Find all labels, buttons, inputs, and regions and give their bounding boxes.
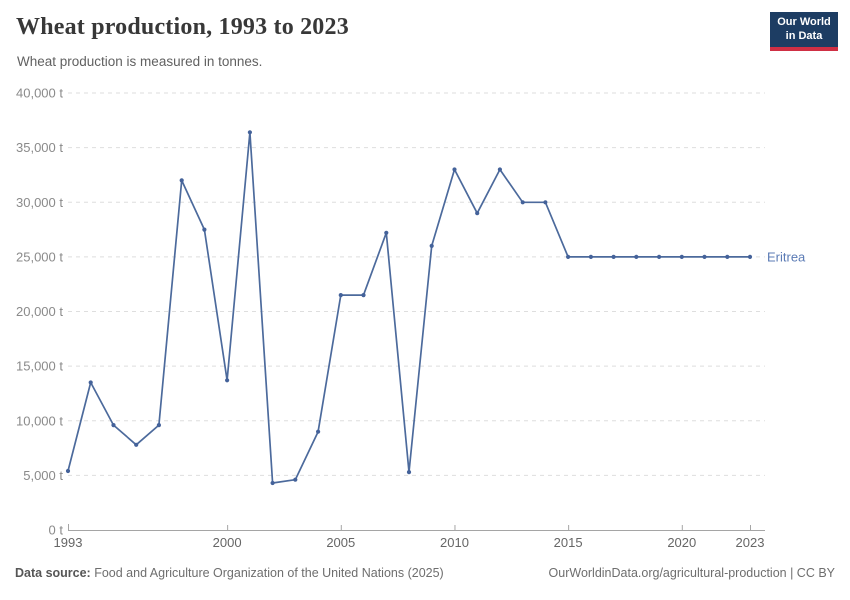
data-point[interactable] — [293, 477, 298, 482]
data-point[interactable] — [202, 227, 207, 232]
data-point[interactable] — [247, 130, 252, 135]
chart-title: Wheat production, 1993 to 2023 — [16, 14, 349, 40]
data-point[interactable] — [475, 211, 480, 216]
chart-subtitle: Wheat production is measured in tonnes. — [17, 54, 263, 69]
data-point[interactable] — [702, 254, 707, 259]
credit-link[interactable]: OurWorldinData.org/agricultural-producti… — [548, 566, 835, 580]
data-point[interactable] — [543, 200, 548, 205]
y-axis-tick-label: 10,000 t — [16, 413, 63, 428]
data-point[interactable] — [270, 480, 275, 486]
data-point[interactable] — [566, 254, 571, 259]
data-point[interactable] — [634, 254, 639, 259]
data-source-text: Food and Agriculture Organization of the… — [90, 566, 444, 580]
data-point[interactable] — [361, 293, 366, 298]
data-point[interactable] — [588, 254, 594, 259]
data-point[interactable] — [134, 442, 139, 447]
x-axis-tick-label: 2023 — [736, 535, 765, 550]
data-point[interactable] — [338, 293, 343, 298]
y-axis-tick-label: 15,000 t — [16, 359, 63, 374]
data-source: Data source: Food and Agriculture Organi… — [15, 566, 444, 580]
series-line[interactable] — [67, 131, 751, 484]
data-point[interactable] — [316, 429, 321, 434]
x-axis-tick-label: 2015 — [554, 535, 583, 550]
x-axis-tick-label: 2020 — [667, 535, 696, 550]
data-point[interactable] — [111, 423, 116, 428]
entity-label[interactable]: Eritrea — [767, 249, 806, 264]
data-point[interactable] — [429, 243, 434, 248]
data-point[interactable] — [520, 200, 525, 205]
y-axis-tick-label: 40,000 t — [16, 86, 63, 101]
data-point[interactable] — [611, 254, 616, 259]
data-point[interactable] — [747, 254, 753, 259]
data-point[interactable] — [156, 423, 161, 428]
x-axis-tick-label: 1993 — [54, 535, 83, 550]
data-point[interactable] — [225, 378, 230, 383]
y-axis-tick-label: 25,000 t — [16, 249, 63, 264]
data-point[interactable] — [65, 468, 71, 474]
data-source-label: Data source: — [15, 566, 91, 580]
data-point[interactable] — [406, 470, 412, 475]
owid-logo-line1: Our World — [777, 16, 831, 28]
data-point[interactable] — [452, 167, 457, 172]
y-axis-tick-label: 35,000 t — [16, 140, 63, 155]
owid-logo[interactable]: Our World in Data — [770, 12, 838, 51]
chart-footer: Data source: Food and Agriculture Organi… — [0, 566, 850, 580]
x-axis-tick-label: 2010 — [440, 535, 469, 550]
x-axis-tick-label: 2000 — [213, 535, 242, 550]
owid-logo-line2: in Data — [785, 29, 823, 42]
data-point[interactable] — [88, 380, 93, 385]
data-point[interactable] — [384, 230, 389, 235]
data-point[interactable] — [679, 254, 684, 259]
y-axis-tick-label: 20,000 t — [16, 304, 63, 319]
data-point[interactable] — [725, 254, 730, 259]
y-axis-tick-label: 0 t — [49, 523, 64, 538]
x-axis-tick-label: 2005 — [326, 535, 355, 550]
data-point[interactable] — [657, 254, 662, 259]
y-axis-tick-label: 30,000 t — [16, 195, 63, 210]
data-point[interactable] — [497, 167, 502, 172]
data-point[interactable] — [179, 178, 184, 183]
y-axis-tick-label: 5,000 t — [23, 468, 63, 483]
